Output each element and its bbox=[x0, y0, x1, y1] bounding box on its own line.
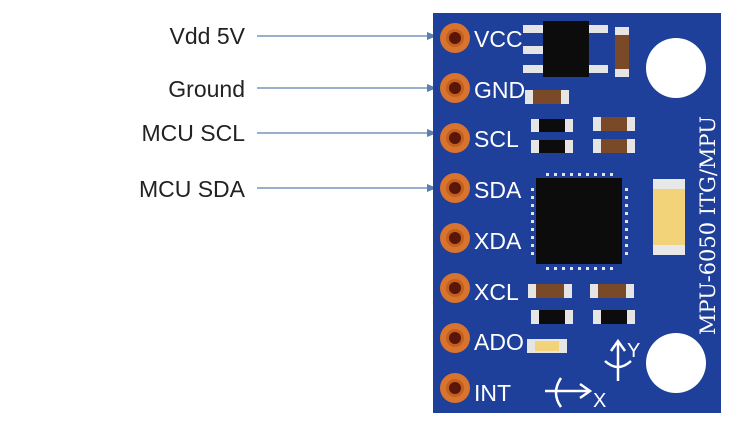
pin-label-sda: SDA bbox=[474, 177, 522, 203]
mounting-hole-top bbox=[646, 38, 706, 98]
component-xcl-right-2 bbox=[593, 310, 635, 324]
pin-label-scl: SCL bbox=[474, 126, 519, 152]
pad-ado bbox=[440, 323, 470, 353]
pad-int bbox=[440, 373, 470, 403]
pin-pads bbox=[440, 23, 470, 403]
callout-label-ground: Ground bbox=[168, 76, 245, 102]
axis-y-symbol bbox=[604, 338, 632, 381]
component-scl-right-2 bbox=[593, 139, 635, 153]
pin-label-int: INT bbox=[474, 380, 511, 406]
pin-label-xda: XDA bbox=[474, 228, 522, 254]
mpu6050-chip bbox=[531, 173, 628, 270]
voltage-regulator bbox=[523, 21, 608, 77]
capacitor bbox=[653, 179, 685, 255]
resistor-gnd bbox=[525, 90, 569, 104]
mounting-hole-bottom bbox=[646, 333, 706, 393]
component-xcl-left-2 bbox=[531, 310, 573, 324]
axis-y-label: Y bbox=[627, 340, 640, 362]
axis-x-symbol bbox=[545, 377, 593, 408]
component-scl-left-1 bbox=[531, 119, 573, 132]
callout-label-sda: MCU SDA bbox=[138, 176, 245, 202]
resistor-top bbox=[615, 27, 629, 77]
pin-label-vcc: VCC bbox=[474, 26, 523, 52]
pad-xcl bbox=[440, 273, 470, 303]
pad-vcc bbox=[440, 23, 470, 53]
pad-sda bbox=[440, 173, 470, 203]
component-xcl-left-1 bbox=[528, 284, 572, 298]
mpu6050-board: VCC GND SCL SDA XDA XCL ADO INT bbox=[433, 13, 721, 413]
pin-label-ado: ADO bbox=[474, 329, 524, 355]
callout-label-scl: MCU SCL bbox=[141, 120, 245, 146]
component-ado bbox=[527, 339, 567, 353]
component-scl-right-1 bbox=[593, 117, 635, 131]
component-xcl-right-1 bbox=[590, 284, 634, 298]
pad-xda bbox=[440, 223, 470, 253]
component-scl-left-2 bbox=[531, 140, 573, 153]
silkscreen-text: MPU-6050 ITG/MPU bbox=[696, 116, 720, 335]
pad-scl bbox=[440, 123, 470, 153]
callout-label-vdd: Vdd 5V bbox=[169, 23, 245, 49]
pin-label-gnd: GND bbox=[474, 77, 525, 103]
pin-label-xcl: XCL bbox=[474, 279, 519, 305]
axis-x-label: X bbox=[593, 390, 606, 412]
pad-gnd bbox=[440, 73, 470, 103]
